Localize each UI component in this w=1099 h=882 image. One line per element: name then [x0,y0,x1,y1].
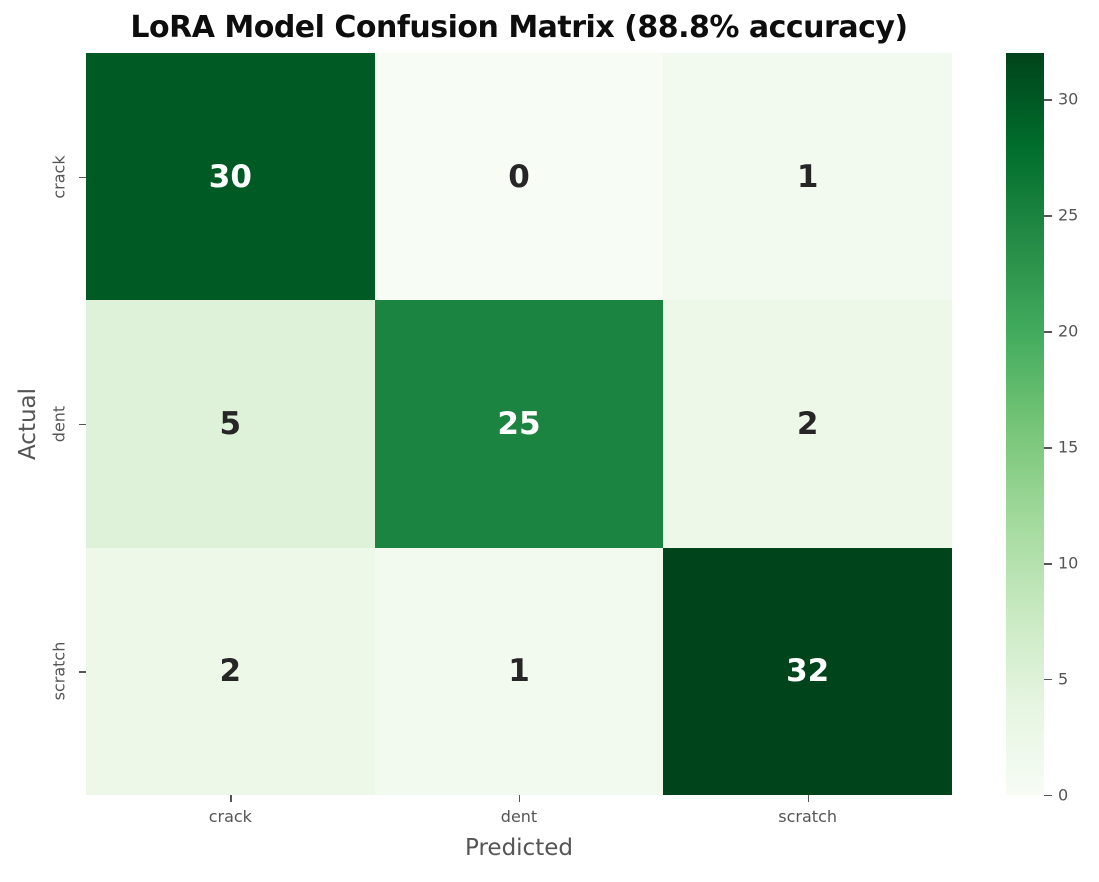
x-tick-label-crack: crack [208,807,252,826]
y-axis-label: Actual [15,387,41,461]
colorbar-tick-label-5: 5 [1058,669,1069,689]
y-tick-label-dent: dent [49,405,69,443]
x-tick-mark [807,795,810,802]
colorbar-tick-label-15: 15 [1058,437,1079,457]
y-tick-label-scratch: scratch [49,641,69,701]
colorbar-tick-mark [1044,215,1052,217]
colorbar-gradient [1006,53,1044,795]
y-tick-label-crack: crack [49,155,69,199]
heatmap-cell-crack-dent: 0 [374,53,664,301]
x-tick-label-dent: dent [500,807,538,826]
colorbar-tick-mark [1044,795,1052,797]
colorbar-tick-label-20: 20 [1058,321,1079,341]
heatmap-cell-crack-scratch: 1 [663,53,952,301]
colorbar-tick-mark [1044,99,1052,101]
colorbar-tick-mark [1044,447,1052,449]
colorbar-tick-mark [1044,331,1052,333]
heatmap-cell-crack-crack: 30 [86,53,375,301]
colorbar-tick-label-10: 10 [1058,553,1079,573]
colorbar-tick-label-0: 0 [1058,785,1069,805]
chart-title: LoRA Model Confusion Matrix (88.8% accur… [130,10,908,45]
x-axis-label: Predicted [465,835,573,861]
heatmap-cell-dent-scratch: 2 [663,300,952,548]
heatmap-cell-scratch-crack: 2 [86,547,375,795]
x-tick-mark [230,795,232,802]
colorbar-tick-mark [1044,563,1052,565]
y-tick-mark [79,424,86,426]
x-tick-mark [519,795,521,802]
heatmap-cell-scratch-scratch: 32 [663,547,952,795]
heatmap-cell-dent-crack: 5 [86,300,375,548]
colorbar-tick-label-30: 30 [1058,89,1079,109]
heatmap-cell-scratch-dent: 1 [374,547,664,795]
x-tick-label-scratch: scratch [778,807,838,826]
y-tick-mark [79,671,86,673]
heatmap-cell-dent-dent: 25 [374,300,664,548]
colorbar-tick-mark [1044,679,1052,681]
heatmap-grid: 30 0 1 5 25 2 2 1 32 [86,53,952,795]
colorbar-tick-label-25: 25 [1058,205,1079,225]
y-tick-mark [79,176,86,179]
